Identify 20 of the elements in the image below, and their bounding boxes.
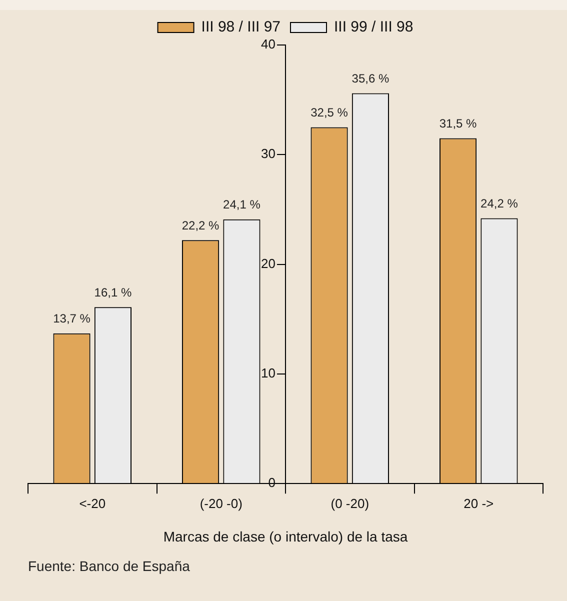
- y-tick-label: 30: [261, 146, 276, 162]
- data-label: 35,6 %: [352, 72, 390, 86]
- data-label: 32,5 %: [310, 106, 348, 120]
- data-label: 16,1 %: [94, 285, 132, 300]
- source-note: Fuente: Banco de España: [28, 558, 190, 574]
- y-tick-label: 20: [261, 256, 276, 271]
- data-label: 13,7 %: [53, 312, 91, 326]
- legend-label: III 99 / III 98: [334, 18, 414, 36]
- legend-label: III 98 / III 97: [201, 18, 281, 36]
- x-tick-label: (-20 -0): [200, 496, 242, 511]
- data-label: 24,2 %: [480, 196, 518, 211]
- data-label: 24,1 %: [223, 198, 261, 212]
- y-tick-label: 40: [261, 36, 276, 52]
- data-label: 31,5 %: [439, 116, 478, 131]
- x-tick-label: 20 ->: [464, 496, 494, 511]
- y-tick-label: 10: [261, 366, 276, 381]
- data-label: 22,2 %: [182, 218, 220, 232]
- x-tick-label: <-20: [79, 496, 106, 511]
- x-tick-label: (0 -20): [330, 496, 370, 511]
- x-axis-title: Marcas de clase (o intervalo) de la tasa: [163, 528, 408, 544]
